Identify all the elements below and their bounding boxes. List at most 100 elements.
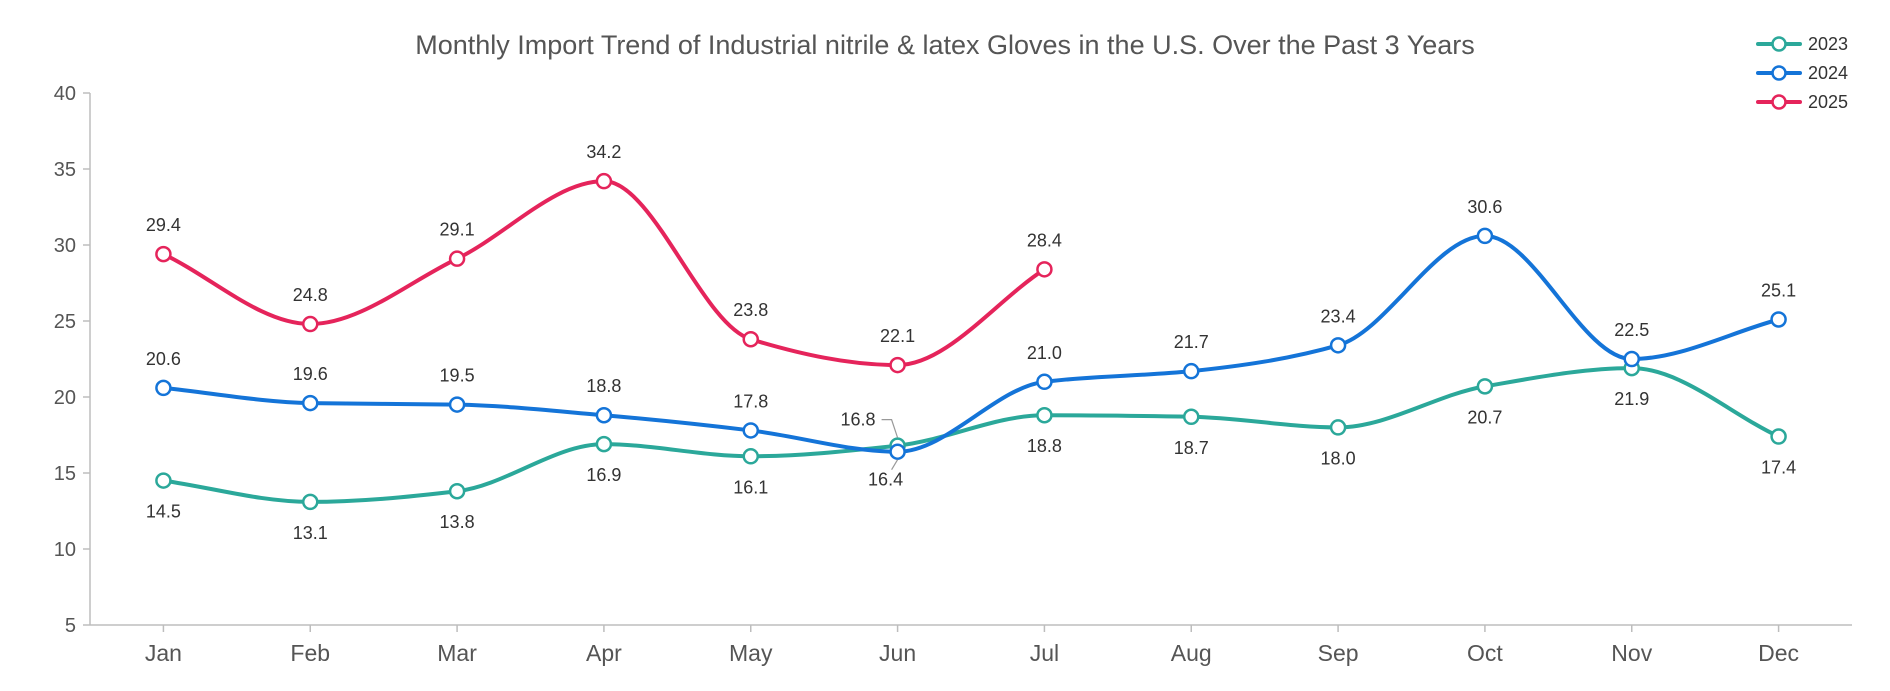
data-label: 20.7 bbox=[1467, 407, 1502, 427]
data-label: 17.4 bbox=[1761, 458, 1796, 478]
data-label: 16.8 bbox=[841, 410, 876, 430]
data-point[interactable] bbox=[1476, 227, 1494, 245]
series-2025 bbox=[155, 172, 1053, 374]
x-tick-label: Nov bbox=[1611, 640, 1652, 666]
legend-swatch-marker bbox=[1771, 65, 1787, 81]
y-tick-label: 5 bbox=[65, 615, 76, 637]
data-point[interactable] bbox=[1770, 311, 1787, 328]
x-tick-label: Dec bbox=[1758, 640, 1799, 666]
data-point[interactable] bbox=[448, 482, 466, 500]
y-tick-label: 20 bbox=[54, 387, 76, 409]
data-point[interactable] bbox=[302, 394, 319, 412]
x-tick-label: Feb bbox=[290, 640, 330, 666]
x-tick-label: Apr bbox=[586, 640, 622, 666]
y-tick-label: 40 bbox=[54, 83, 76, 105]
x-tick-label: Sep bbox=[1318, 640, 1359, 666]
data-point[interactable] bbox=[302, 493, 319, 511]
series-2023 bbox=[155, 359, 1787, 511]
data-label: 18.7 bbox=[1174, 438, 1209, 458]
data-label: 28.4 bbox=[1027, 230, 1062, 250]
data-point[interactable] bbox=[1036, 406, 1053, 424]
data-label: 20.6 bbox=[146, 349, 181, 369]
data-label-layer: 14.5 13.1 13.8 16.9 16.1 16.8 18.8 18.7 18.0 20.7… bbox=[146, 142, 1796, 543]
x-tick-label: Jun bbox=[879, 640, 916, 666]
data-point[interactable] bbox=[1183, 362, 1200, 380]
data-point[interactable] bbox=[595, 435, 613, 453]
data-label: 24.8 bbox=[293, 285, 328, 305]
y-tick-label: 35 bbox=[54, 159, 76, 181]
data-point[interactable] bbox=[448, 250, 466, 267]
data-label: 22.1 bbox=[880, 326, 915, 346]
x-tick-label: Oct bbox=[1467, 640, 1503, 666]
data-label: 30.6 bbox=[1467, 197, 1502, 217]
legend-label: 2024 bbox=[1808, 63, 1848, 83]
chart-title: Monthly Import Trend of Industrial nitri… bbox=[415, 30, 1475, 60]
y-tick-label: 25 bbox=[54, 311, 76, 333]
data-label: 25.1 bbox=[1761, 280, 1796, 300]
data-point[interactable] bbox=[889, 443, 906, 460]
legend-item-2023[interactable]: 2023 bbox=[1756, 34, 1848, 54]
data-point[interactable] bbox=[448, 396, 466, 413]
data-point[interactable] bbox=[595, 406, 613, 424]
data-label: 16.9 bbox=[586, 465, 621, 485]
x-tick-label: May bbox=[729, 640, 773, 666]
data-point[interactable] bbox=[1329, 419, 1347, 436]
data-label: 23.4 bbox=[1321, 306, 1356, 326]
data-label: 18.8 bbox=[1027, 436, 1062, 456]
data-label: 16.4 bbox=[868, 470, 903, 490]
y-tick-label: 15 bbox=[54, 463, 76, 485]
data-point[interactable] bbox=[302, 315, 319, 333]
series-layer bbox=[155, 172, 1787, 511]
data-label: 34.2 bbox=[586, 142, 621, 162]
data-point[interactable] bbox=[155, 245, 172, 263]
x-tick-label: Aug bbox=[1171, 640, 1212, 666]
y-tick-label: 10 bbox=[54, 539, 76, 561]
x-tick-label: Jul bbox=[1030, 640, 1059, 666]
data-label: 16.1 bbox=[733, 477, 768, 497]
x-tick-label: Jan bbox=[145, 640, 182, 666]
data-point[interactable] bbox=[155, 379, 172, 397]
series-2024 bbox=[155, 227, 1787, 460]
data-label: 19.5 bbox=[440, 366, 475, 386]
data-label: 13.8 bbox=[440, 512, 475, 532]
data-label: 18.0 bbox=[1321, 448, 1356, 468]
data-label: 29.1 bbox=[440, 220, 475, 240]
data-point[interactable] bbox=[1036, 373, 1053, 391]
callout-leader bbox=[891, 459, 899, 471]
legend-item-2024[interactable]: 2024 bbox=[1756, 63, 1848, 83]
series-line-2024 bbox=[161, 233, 1781, 454]
data-point[interactable] bbox=[1183, 408, 1200, 426]
data-point[interactable] bbox=[742, 330, 759, 348]
legend-swatch-marker bbox=[1771, 94, 1787, 110]
y-tick-label: 30 bbox=[54, 235, 76, 257]
data-label: 21.0 bbox=[1027, 343, 1062, 363]
data-point[interactable] bbox=[1476, 378, 1494, 395]
data-point[interactable] bbox=[1623, 350, 1640, 368]
data-label: 18.8 bbox=[586, 376, 621, 396]
x-tick-label: Mar bbox=[437, 640, 477, 666]
data-label: 19.6 bbox=[293, 364, 328, 384]
data-point[interactable] bbox=[889, 356, 906, 374]
data-label: 21.9 bbox=[1614, 389, 1649, 409]
data-point[interactable] bbox=[742, 422, 759, 439]
data-point[interactable] bbox=[595, 172, 613, 190]
data-label: 22.5 bbox=[1614, 320, 1649, 340]
data-point[interactable] bbox=[742, 448, 759, 465]
legend-label: 2025 bbox=[1808, 92, 1848, 112]
callout-leader bbox=[881, 419, 899, 438]
data-point[interactable] bbox=[1036, 261, 1053, 278]
legend-item-2025[interactable]: 2025 bbox=[1756, 92, 1848, 112]
data-point[interactable] bbox=[1329, 337, 1347, 354]
data-label: 29.4 bbox=[146, 215, 181, 235]
data-label: 13.1 bbox=[293, 523, 328, 543]
legend[interactable]: 2023 2024 2025 bbox=[1756, 34, 1848, 112]
data-label: 14.5 bbox=[146, 502, 181, 522]
series-line-2023 bbox=[161, 366, 1781, 504]
legend-swatch-marker bbox=[1771, 36, 1787, 52]
data-point[interactable] bbox=[1770, 428, 1787, 445]
data-label: 17.8 bbox=[733, 391, 768, 411]
data-point[interactable] bbox=[155, 472, 172, 489]
